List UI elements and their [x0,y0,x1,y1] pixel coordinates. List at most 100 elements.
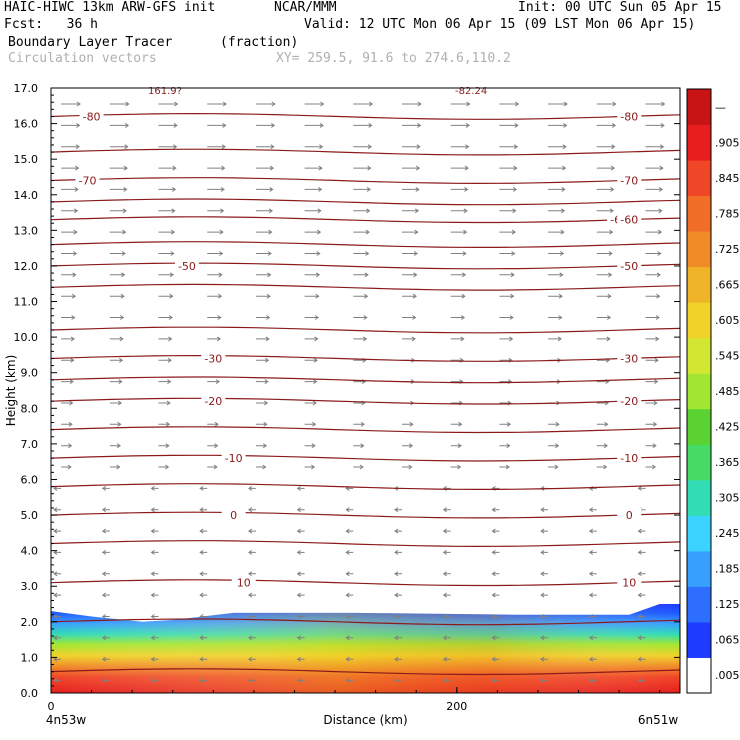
wind-arrow [109,464,121,470]
wind-arrow [199,635,208,641]
wind-arrow [345,656,354,662]
wind-arrow [255,251,272,256]
wind-arrow [109,400,123,406]
colorbar-segment [687,586,711,623]
wind-arrow [645,421,658,427]
wind-arrow [345,592,354,598]
wind-arrow [61,379,74,385]
wind-arrow [499,186,518,192]
wind-arrow [637,571,646,577]
wind-arrow [158,122,178,128]
isotherm-label-bg [201,351,226,365]
wind-arrow [53,485,62,491]
x-tick-label: 0 [48,700,55,713]
isotherm-label: -20 [620,395,638,408]
wind-arrow [109,379,123,385]
isotherm [50,454,681,462]
wind-arrow [491,656,500,662]
wind-arrow [548,251,565,256]
wind-arrow [540,528,549,534]
wind-arrow [158,443,170,449]
wind-arrow [596,186,615,192]
wind-arrow [207,421,219,427]
colorbar-segment [687,337,711,374]
wind-arrow [207,144,227,150]
tracer-field-highlight [51,604,680,693]
isotherm-label-bg [617,394,642,408]
wind-arrow [548,101,568,107]
wind-arrow [296,571,305,577]
wind-arrow [296,656,305,662]
wind-arrow [596,443,609,449]
wind-arrow [548,464,559,470]
isotherm [50,618,681,626]
colorbar-label: .185 [715,563,740,576]
wind-arrow [588,635,597,641]
wind-arrow [109,122,130,128]
wind-arrow [596,101,617,107]
wind-arrow [442,507,451,513]
wind-arrow [296,635,305,641]
wind-arrow [596,165,616,171]
y-tick-label: 6.0 [21,473,39,486]
wind-arrow [296,485,305,491]
wind-arrow [450,122,471,128]
wind-arrow [548,443,560,449]
wind-arrow [150,635,159,641]
isotherm-label: -10 [620,452,638,465]
y-tick-label: 16.0 [14,118,39,131]
wind-arrow [499,165,518,171]
wind-arrow [637,485,646,491]
wind-arrow [61,186,79,192]
wind-arrow [645,315,660,320]
wind-arrow [109,186,128,192]
wind-arrow [499,443,511,449]
wind-arrow [548,315,563,320]
wind-arrow [491,592,500,598]
isotherm-label: -10 [225,452,243,465]
wind-arrow [109,208,127,214]
wind-arrow [296,678,305,683]
field-units: (fraction) [220,35,299,50]
colorbar-label: .725 [715,243,740,256]
wind-arrow [345,635,354,641]
wind-arrow [442,656,451,662]
wind-arrow [450,336,465,342]
wind-arrow [61,293,77,299]
wind-arrow [247,614,256,619]
left-endpoint-label: 4n53w [46,713,87,727]
isotherm [50,483,681,490]
isotherm-label-bg [174,258,199,272]
isotherm [50,283,681,291]
isotherm [50,112,681,120]
wind-arrow [296,528,305,534]
wind-arrow [442,592,451,598]
wind-arrow [450,443,462,449]
wind-arrow [645,272,662,278]
y-tick-label: 3.0 [21,580,39,593]
wind-arrow [247,549,256,555]
wind-arrow [207,315,222,320]
wind-arrow [109,357,124,363]
colorbar-label: .845 [715,172,740,185]
wind-arrow [255,208,274,214]
wind-arrow [247,592,256,598]
wind-arrow [353,208,371,214]
y-axis-label: Height (km) [4,355,18,426]
y-tick-label: 17.0 [14,82,39,95]
colorbar-label: .905 [715,136,740,149]
wind-arrow [353,165,372,171]
wind-arrow [442,614,451,619]
wind-arrow [499,208,517,214]
wind-arrow [101,549,110,555]
wind-arrow [304,208,322,214]
isotherm-label-bg [617,351,642,365]
wind-arrow [450,165,469,171]
isotherm-label-bg [617,258,642,272]
wind-arrow [353,144,373,150]
wind-arrow [207,165,226,171]
wind-arrow [588,528,597,534]
wind-arrow [450,101,471,107]
wind-arrow [499,251,516,256]
wind-arrow [402,293,418,299]
